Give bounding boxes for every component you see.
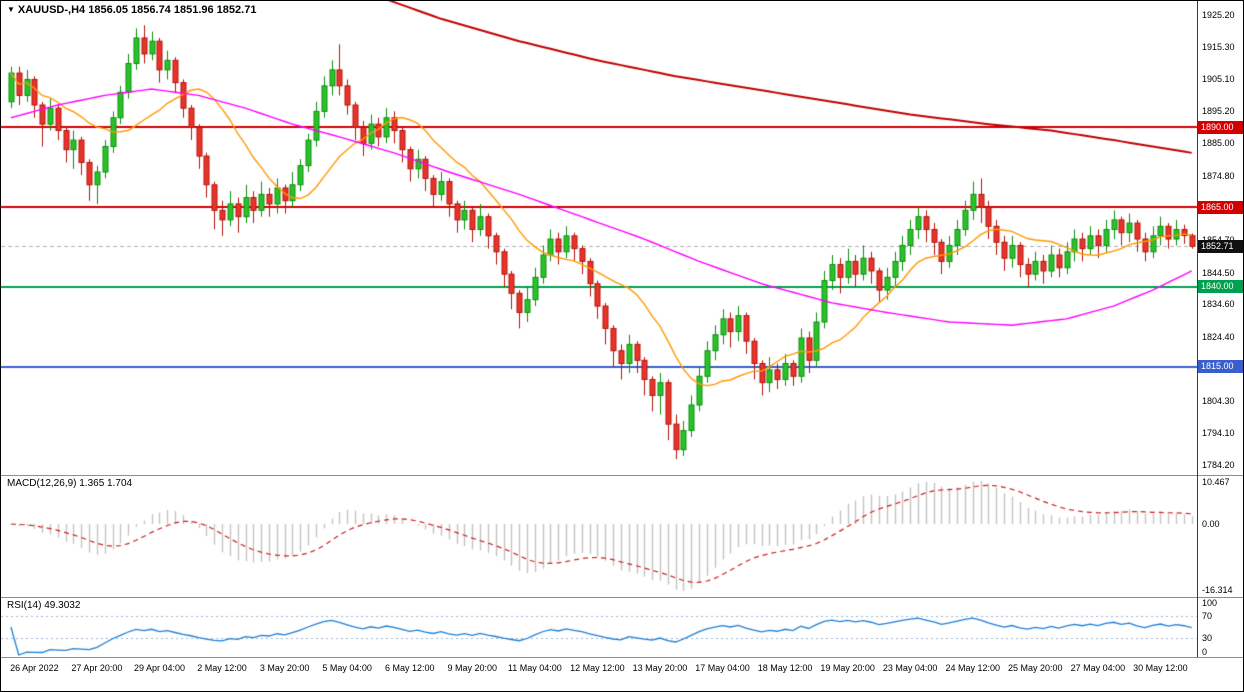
price-axis-label: 1794.10 [1202, 428, 1235, 439]
symbol-marker-icon[interactable]: ▼ [7, 5, 15, 14]
price-axis-label: 1834.60 [1202, 299, 1235, 310]
price-level-tag[interactable]: 1815.00 [1198, 360, 1243, 374]
time-axis-label: 5 May 04:00 [322, 663, 372, 673]
time-axis-label: 23 May 04:00 [882, 663, 938, 673]
price-level-tag[interactable]: 1865.00 [1198, 200, 1243, 214]
time-axis-label: 17 May 04:00 [695, 663, 750, 673]
time-axis-label: 25 May 20:00 [1008, 663, 1063, 673]
symbol-period-label: XAUUSD-,H4 [17, 4, 86, 16]
rsi-panel-canvas[interactable] [1, 597, 1197, 657]
time-axis-label: 18 May 12:00 [757, 663, 813, 673]
current-price-tag: 1852.71 [1198, 239, 1243, 253]
ohlc-readout: 1856.05 1856.74 1851.96 1852.71 [88, 4, 257, 16]
time-axis-label: 12 May 12:00 [570, 663, 625, 673]
time-axis-label: 27 Apr 20:00 [71, 663, 123, 673]
macd-indicator-label: MACD(12,26,9) 1.365 1.704 [7, 478, 133, 489]
time-axis[interactable]: 26 Apr 2022 27 Apr 20:00 29 Apr 04:00 2 May… [1, 658, 1197, 691]
price-chart-canvas[interactable] [1, 1, 1197, 475]
macd-panel-canvas[interactable] [1, 475, 1197, 597]
price-axis-label: 1895.20 [1202, 105, 1235, 116]
rsi-indicator-label: RSI(14) 49.3032 [7, 600, 81, 611]
price-axis-border [1197, 1, 1198, 657]
price-axis-label: 1874.80 [1202, 170, 1235, 181]
time-axis-label: 6 May 12:00 [384, 663, 435, 673]
time-axis-label: 27 May 04:00 [1070, 663, 1126, 673]
rsi-axis-label: 100 [1202, 598, 1218, 608]
panel-separator[interactable] [1, 475, 1243, 476]
macd-axis-label: -16.314 [1202, 585, 1233, 595]
time-axis-label: 2 May 12:00 [197, 663, 247, 673]
macd-axis-label: 10.467 [1202, 477, 1230, 487]
time-axis-label: 3 May 20:00 [259, 663, 310, 673]
price-axis-label: 1925.20 [1202, 10, 1235, 20]
panel-separator[interactable] [1, 597, 1243, 598]
price-level-tag[interactable]: 1840.00 [1198, 280, 1243, 294]
time-axis-label: 26 Apr 2022 [10, 663, 59, 673]
chart-title: ▼ XAUUSD-,H4 1856.05 1856.74 1851.96 1852… [7, 4, 256, 16]
price-level-tag[interactable]: 1890.00 [1198, 120, 1243, 134]
time-axis-label: 11 May 04:00 [507, 663, 562, 673]
price-axis-label: 1804.30 [1202, 395, 1235, 406]
time-axis-label: 19 May 20:00 [820, 663, 875, 673]
rsi-axis-label: 0 [1202, 647, 1208, 657]
price-axis-label: 1784.20 [1202, 460, 1235, 470]
time-axis-separator [1, 657, 1243, 658]
time-axis-label: 29 Apr 04:00 [133, 663, 185, 673]
price-axis-label: 1905.10 [1202, 74, 1235, 85]
price-axis-label: 1915.30 [1202, 41, 1235, 52]
price-axis-label: 1824.40 [1202, 331, 1235, 342]
rsi-axis-label: 30 [1202, 633, 1213, 644]
price-axis-label: 1844.50 [1202, 267, 1235, 278]
time-axis-label: 13 May 20:00 [632, 663, 688, 673]
macd-axis-label: 0.00 [1202, 518, 1220, 529]
time-axis-label: 9 May 20:00 [447, 663, 498, 673]
price-axis-label: 1885.00 [1202, 138, 1235, 149]
time-axis-label: 24 May 12:00 [945, 663, 1001, 673]
time-axis-label: 30 May 12:00 [1133, 663, 1188, 673]
rsi-axis-label: 70 [1202, 610, 1213, 621]
